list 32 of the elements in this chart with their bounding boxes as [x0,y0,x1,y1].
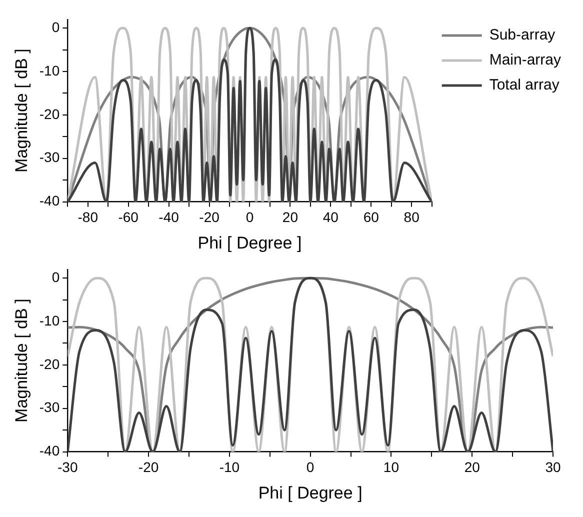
y-tick-label: -10 [39,312,60,328]
y-tick-label: -40 [39,192,60,209]
x-tick-label: 30 [545,459,561,476]
x-tick-label: -40 [158,209,180,226]
legend-label: Total array [489,76,560,94]
y-axis-title: Magnitude [ dB ] [12,298,31,423]
x-axis-title: Phi [ Degree ] [258,483,362,502]
y-tick-label: -10 [39,62,60,78]
x-tick-label: 0 [306,459,314,476]
y-tick-label: -30 [39,399,60,416]
x-axis-title: Phi [ Degree ] [198,233,302,252]
x-tick-label: -60 [118,209,139,226]
y-tick-label: -30 [39,149,60,166]
x-tick-label: -20 [199,209,220,226]
x-tick-label: 20 [282,209,298,226]
y-tick-label: 0 [52,268,60,285]
x-tick-label: -10 [219,459,240,476]
y-tick-label: -20 [39,356,60,372]
y-tick-label: -20 [39,106,60,122]
x-tick-label: 60 [363,209,380,226]
x-tick-label: 40 [322,209,339,226]
x-tick-label: -20 [138,459,159,476]
x-tick-label: -80 [78,209,98,226]
x-tick-label: 10 [383,459,400,476]
x-tick-label: 80 [404,209,420,226]
y-tick-label: -40 [39,442,60,459]
y-axis-title: Magnitude [ dB ] [12,48,31,173]
x-tick-label: 0 [246,209,254,226]
legend-label: Main-array [489,52,562,69]
legend-label: Sub-array [489,26,556,44]
y-tick-label: 0 [52,18,60,35]
x-tick-label: 20 [464,459,480,476]
